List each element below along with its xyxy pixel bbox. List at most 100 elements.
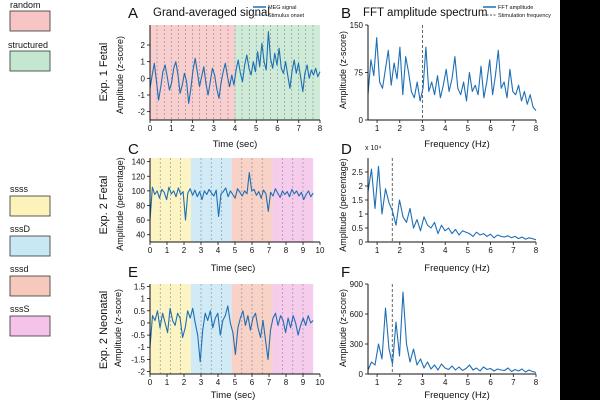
y-tick-label-A-0: -2 (138, 108, 146, 117)
x-tick-label-E-4: 4 (216, 378, 221, 387)
xlabel-E: Time (sec) (211, 390, 256, 400)
x-tick-label-B-7: 7 (511, 124, 516, 133)
x-tick-label-C-5: 5 (233, 246, 238, 255)
x-tick-label-C-0: 0 (148, 246, 153, 255)
x-tick-label-C-1: 1 (165, 246, 170, 255)
y-tick-label-E-2: -1 (138, 343, 146, 352)
y-tick-label-A-4: 2 (141, 41, 146, 50)
x-tick-label-E-7: 7 (267, 378, 272, 387)
x-tick-label-C-10: 10 (316, 246, 325, 255)
series-line-A (149, 31, 321, 104)
x-tick-label-A-7: 7 (297, 124, 302, 133)
legend-swatch-sssD (9, 235, 51, 257)
legend-swatch-random (9, 10, 51, 32)
legend-label-structured: structured (8, 40, 48, 50)
x-tick-label-F-7: 7 (511, 378, 516, 387)
x-tick-label-F-1: 1 (375, 378, 380, 387)
multiplier-D: x 10⁴ (365, 145, 381, 152)
x-tick-label-A-5: 5 (254, 124, 259, 133)
x-tick-label-B-1: 1 (375, 124, 380, 133)
x-tick-label-C-6: 6 (250, 246, 255, 255)
legend-text-fft-amplitude: FFT amplitude (498, 5, 533, 11)
series-line-E (149, 305, 314, 363)
y-tick-label-D-0: 0 (359, 238, 364, 247)
x-tick-label-B-5: 5 (466, 124, 471, 133)
y-tick-label-C-0: 40 (136, 231, 145, 240)
ylabel-C: Amplitude (percentage) (115, 157, 125, 251)
series-line-D (367, 165, 537, 241)
panel-letter-D: D (341, 141, 352, 158)
x-tick-label-F-6: 6 (488, 378, 493, 387)
panel-F: 1 2 3 4 5 6 7 8 0 300 600 900 (350, 280, 539, 387)
x-tick-label-C-4: 4 (216, 246, 221, 255)
panel-A: 0 1 2 3 4 5 6 7 8 -2 -1 0 1 2 (138, 25, 323, 133)
x-tick-label-C-3: 3 (199, 246, 204, 255)
x-tick-label-A-0: 0 (148, 124, 153, 133)
panel-letter-C: C (128, 141, 139, 158)
inset-legend-A: MEG signal Stimulus onset (253, 5, 305, 19)
y-tick-label-C-4: 120 (132, 172, 146, 181)
y-tick-label-E-3: -0.5 (131, 331, 145, 340)
legend-label-sssS: sssS (10, 304, 30, 314)
x-tick-label-F-8: 8 (534, 378, 539, 387)
y-tick-label-C-2: 80 (136, 201, 145, 210)
right-column-title: FFT amplitude spectrum (363, 7, 487, 19)
x-tick-label-C-9: 9 (301, 246, 306, 255)
x-tick-label-C-7: 7 (267, 246, 272, 255)
y-tick-label-F-1: 300 (350, 340, 364, 349)
legend-label-ssss: ssss (10, 184, 29, 194)
series-line-B (367, 37, 537, 111)
y-tick-label-E-0: -2 (138, 368, 146, 377)
y-tick-label-B-0: 0 (359, 116, 364, 125)
panel-letter-E: E (128, 264, 138, 281)
y-tick-label-A-2: 0 (141, 74, 146, 83)
y-tick-label-C-1: 60 (136, 216, 145, 225)
x-tick-label-D-3: 3 (420, 246, 425, 255)
y-tick-label-D-4: 2 (359, 182, 364, 191)
x-tick-label-E-5: 5 (233, 378, 238, 387)
x-tick-label-E-10: 10 (316, 378, 325, 387)
x-tick-label-F-3: 3 (420, 378, 425, 387)
x-tick-label-E-1: 1 (165, 378, 170, 387)
y-tick-label-A-3: 1 (141, 58, 146, 67)
ylabel-A: Amplitude (z-score) (115, 36, 125, 114)
x-tick-label-F-5: 5 (466, 378, 471, 387)
panel-D: 1 2 3 4 5 6 7 8 0 0.5 1 1.5 2 2.5 (352, 158, 539, 255)
x-tick-label-A-6: 6 (275, 124, 280, 133)
legend-text-stimulation-frequency: Stimulation frequency (498, 13, 551, 19)
x-tick-label-D-7: 7 (511, 246, 516, 255)
y-tick-label-D-2: 1 (359, 210, 364, 219)
ylabel-F: Amplitude (z-score) (338, 289, 348, 367)
x-tick-label-B-8: 8 (534, 124, 539, 133)
xlabel-B: Frequency (Hz) (424, 139, 489, 150)
ylabel-B: Amplitude (z-score) (338, 31, 348, 109)
y-tick-label-B-1: 75 (354, 69, 363, 78)
legend-text-meg-signal: MEG signal (268, 5, 296, 11)
y-tick-label-C-5: 140 (132, 158, 146, 167)
x-tick-label-B-3: 3 (420, 124, 425, 133)
x-tick-label-A-4: 4 (233, 124, 238, 133)
y-tick-label-E-5: 0.5 (134, 307, 146, 316)
x-tick-label-C-2: 2 (182, 246, 187, 255)
y-tick-label-B-2: 150 (350, 21, 364, 30)
x-tick-label-D-5: 5 (466, 246, 471, 255)
legend-text-stimulus-onset: Stimulus onset (268, 13, 305, 19)
x-tick-label-E-9: 9 (301, 378, 306, 387)
condition-legend: random structured ssss sssD sssd sssS (8, 0, 51, 337)
panel-letter-F: F (341, 264, 350, 281)
panel-letter-A: A (128, 5, 138, 22)
x-tick-label-C-8: 8 (284, 246, 289, 255)
series-line-C (149, 172, 314, 221)
x-tick-label-D-2: 2 (398, 246, 403, 255)
legend-label-random: random (10, 0, 41, 10)
legend-swatch-sssS (9, 315, 51, 337)
panel-C: 0 1 2 3 4 5 6 7 8 9 10 40 60 80 100 120 140 (132, 158, 325, 255)
ylabel-D: Amplitude (percentage) (338, 158, 348, 252)
x-tick-label-A-1: 1 (169, 124, 174, 133)
legend-swatch-structured (9, 50, 51, 72)
xlabel-A: Time (sec) (213, 139, 258, 150)
x-tick-label-D-1: 1 (375, 246, 380, 255)
xlabel-C: Time (sec) (211, 263, 256, 274)
panel-letter-B: B (341, 5, 351, 22)
x-tick-label-E-8: 8 (284, 378, 289, 387)
